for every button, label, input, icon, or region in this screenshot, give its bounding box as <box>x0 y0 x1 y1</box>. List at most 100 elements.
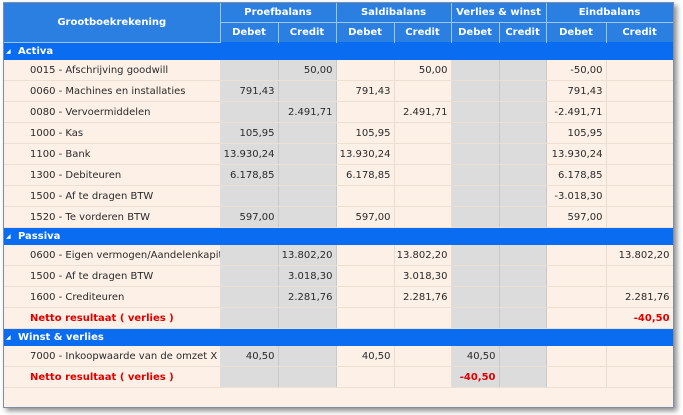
cell-eb-d <box>546 286 607 308</box>
cell-eb-d <box>546 245 607 266</box>
cell-pb-d <box>220 245 279 266</box>
table-row[interactable]: 0600 - Eigen vermogen/Aandelenkapitaal 13… <box>4 245 673 266</box>
trial-balance-grid: Grootboekrekening Proefbalans Saldibalan… <box>3 2 674 408</box>
table-row[interactable]: 1500 - Af te dragen BTW 3.018,30 3.018,30 <box>4 265 673 287</box>
cell-sb-c <box>394 164 452 186</box>
cell-eb-d <box>546 346 607 367</box>
cell-eb-c: 2.281,76 <box>606 286 673 308</box>
header-eb-debet[interactable]: Debet <box>546 22 607 43</box>
cell-pb-d: 40,50 <box>220 346 279 367</box>
cell-sb-d: 6.178,85 <box>336 164 395 186</box>
cell-vw-d <box>451 265 500 287</box>
account-label: 1600 - Crediteuren <box>4 286 220 308</box>
header-vw-credit[interactable]: Credit <box>499 22 547 43</box>
cell-sb-d: 791,43 <box>336 80 395 102</box>
account-label: 0080 - Vervoermiddelen <box>4 101 220 123</box>
cell-pb-c: 3.018,30 <box>278 265 337 287</box>
cell-sb-c: 13.802,20 <box>394 245 452 266</box>
group-row-0[interactable]: ◢ Activa <box>4 42 673 60</box>
cell-eb-c <box>606 80 673 102</box>
header-eb-credit[interactable]: Credit <box>606 22 673 43</box>
table-row[interactable]: 1000 - Kas 105,95 105,95 105,95 <box>4 122 673 144</box>
cell-pb-c <box>278 206 337 228</box>
netto-row: Netto resultaat ( verlies ) -40,50 <box>4 307 673 329</box>
cell-pb-d <box>220 307 279 329</box>
cell-sb-d: 13.930,24 <box>336 143 395 165</box>
cell-sb-d <box>336 265 395 287</box>
account-label: 1300 - Debiteuren <box>4 164 220 186</box>
header-verlies-winst[interactable]: Verlies & winst <box>451 3 547 23</box>
group-row-1[interactable]: ◢ Passiva <box>4 227 673 245</box>
cell-vw-c <box>499 307 547 329</box>
table-row[interactable]: 1500 - Af te dragen BTW -3.018,30 <box>4 185 673 207</box>
triangle-collapse-icon[interactable]: ◢ <box>6 333 11 341</box>
cell-eb-d: 13.930,24 <box>546 143 607 165</box>
cell-vw-d <box>451 101 500 123</box>
cell-vw-d <box>451 245 500 266</box>
account-label: 1520 - Te vorderen BTW <box>4 206 220 228</box>
cell-sb-d: 40,50 <box>336 346 395 367</box>
cell-eb-d <box>546 366 607 388</box>
account-label: 1000 - Kas <box>4 122 220 144</box>
cell-sb-c <box>394 80 452 102</box>
cell-vw-d <box>451 185 500 207</box>
header-eindbalans[interactable]: Eindbalans <box>546 3 673 23</box>
header-grootboekrekening[interactable]: Grootboekrekening <box>4 3 221 43</box>
triangle-collapse-icon[interactable]: ◢ <box>6 47 11 55</box>
cell-eb-c <box>606 206 673 228</box>
cell-sb-c <box>394 307 452 329</box>
cell-vw-c <box>499 80 547 102</box>
cell-eb-d <box>546 307 607 329</box>
netto-label: Netto resultaat ( verlies ) <box>4 366 220 388</box>
cell-vw-c <box>499 366 547 388</box>
cell-vw-c <box>499 265 547 287</box>
account-label: 0600 - Eigen vermogen/Aandelenkapitaal <box>4 245 220 266</box>
cell-eb-d: -50,00 <box>546 60 607 81</box>
cell-sb-c: 2.491,71 <box>394 101 452 123</box>
cell-pb-d <box>220 101 279 123</box>
cell-eb-c <box>606 346 673 367</box>
cell-vw-d <box>451 122 500 144</box>
cell-eb-d: 597,00 <box>546 206 607 228</box>
table-row[interactable]: 1100 - Bank 13.930,24 13.930,24 13.930,24 <box>4 143 673 165</box>
header-proefbalans[interactable]: Proefbalans <box>220 3 337 23</box>
cell-sb-d <box>336 101 395 123</box>
group-row-2[interactable]: ◢ Winst & verlies <box>4 328 673 346</box>
header-pb-debet[interactable]: Debet <box>220 22 279 43</box>
cell-pb-d: 597,00 <box>220 206 279 228</box>
table-row[interactable]: 1300 - Debiteuren 6.178,85 6.178,85 6.178,8… <box>4 164 673 186</box>
header-sb-debet[interactable]: Debet <box>336 22 395 43</box>
table-row[interactable]: 0015 - Afschrijving goodwill 50,00 50,00 -5… <box>4 60 673 81</box>
table-row[interactable]: 7000 - Inkoopwaarde van de omzet X 40,50 4… <box>4 346 673 367</box>
netto-row: Netto resultaat ( verlies ) -40,50 <box>4 366 673 388</box>
cell-vw-d <box>451 307 500 329</box>
cell-eb-c <box>606 60 673 81</box>
cell-pb-d: 791,43 <box>220 80 279 102</box>
account-label: 0060 - Machines en installaties <box>4 80 220 102</box>
cell-sb-c: 3.018,30 <box>394 265 452 287</box>
table-row[interactable]: 1600 - Crediteuren 2.281,76 2.281,76 2.281,… <box>4 286 673 308</box>
header-sb-credit[interactable]: Credit <box>394 22 452 43</box>
cell-eb-c <box>606 265 673 287</box>
cell-vw-d <box>451 143 500 165</box>
triangle-collapse-icon[interactable]: ◢ <box>6 232 11 240</box>
cell-pb-d <box>220 185 279 207</box>
group-title: Activa <box>18 45 54 57</box>
cell-sb-c: 2.281,76 <box>394 286 452 308</box>
header-saldibalans[interactable]: Saldibalans <box>336 3 452 23</box>
table-row[interactable]: 0080 - Vervoermiddelen 2.491,71 2.491,71 -2… <box>4 101 673 123</box>
cell-eb-c <box>606 366 673 388</box>
cell-sb-d: 105,95 <box>336 122 395 144</box>
account-label: 1500 - Af te dragen BTW <box>4 265 220 287</box>
cell-pb-d: 105,95 <box>220 122 279 144</box>
cell-vw-d: 40,50 <box>451 346 500 367</box>
cell-pb-d <box>220 366 279 388</box>
netto-label: Netto resultaat ( verlies ) <box>4 307 220 329</box>
cell-sb-d <box>336 286 395 308</box>
table-row[interactable]: 0060 - Machines en installaties 791,43 791… <box>4 80 673 102</box>
header-pb-credit[interactable]: Credit <box>278 22 337 43</box>
table-row[interactable]: 1520 - Te vorderen BTW 597,00 597,00 597,00 <box>4 206 673 228</box>
header-vw-debet[interactable]: Debet <box>451 22 500 43</box>
cell-pb-c <box>278 185 337 207</box>
cell-vw-c <box>499 143 547 165</box>
